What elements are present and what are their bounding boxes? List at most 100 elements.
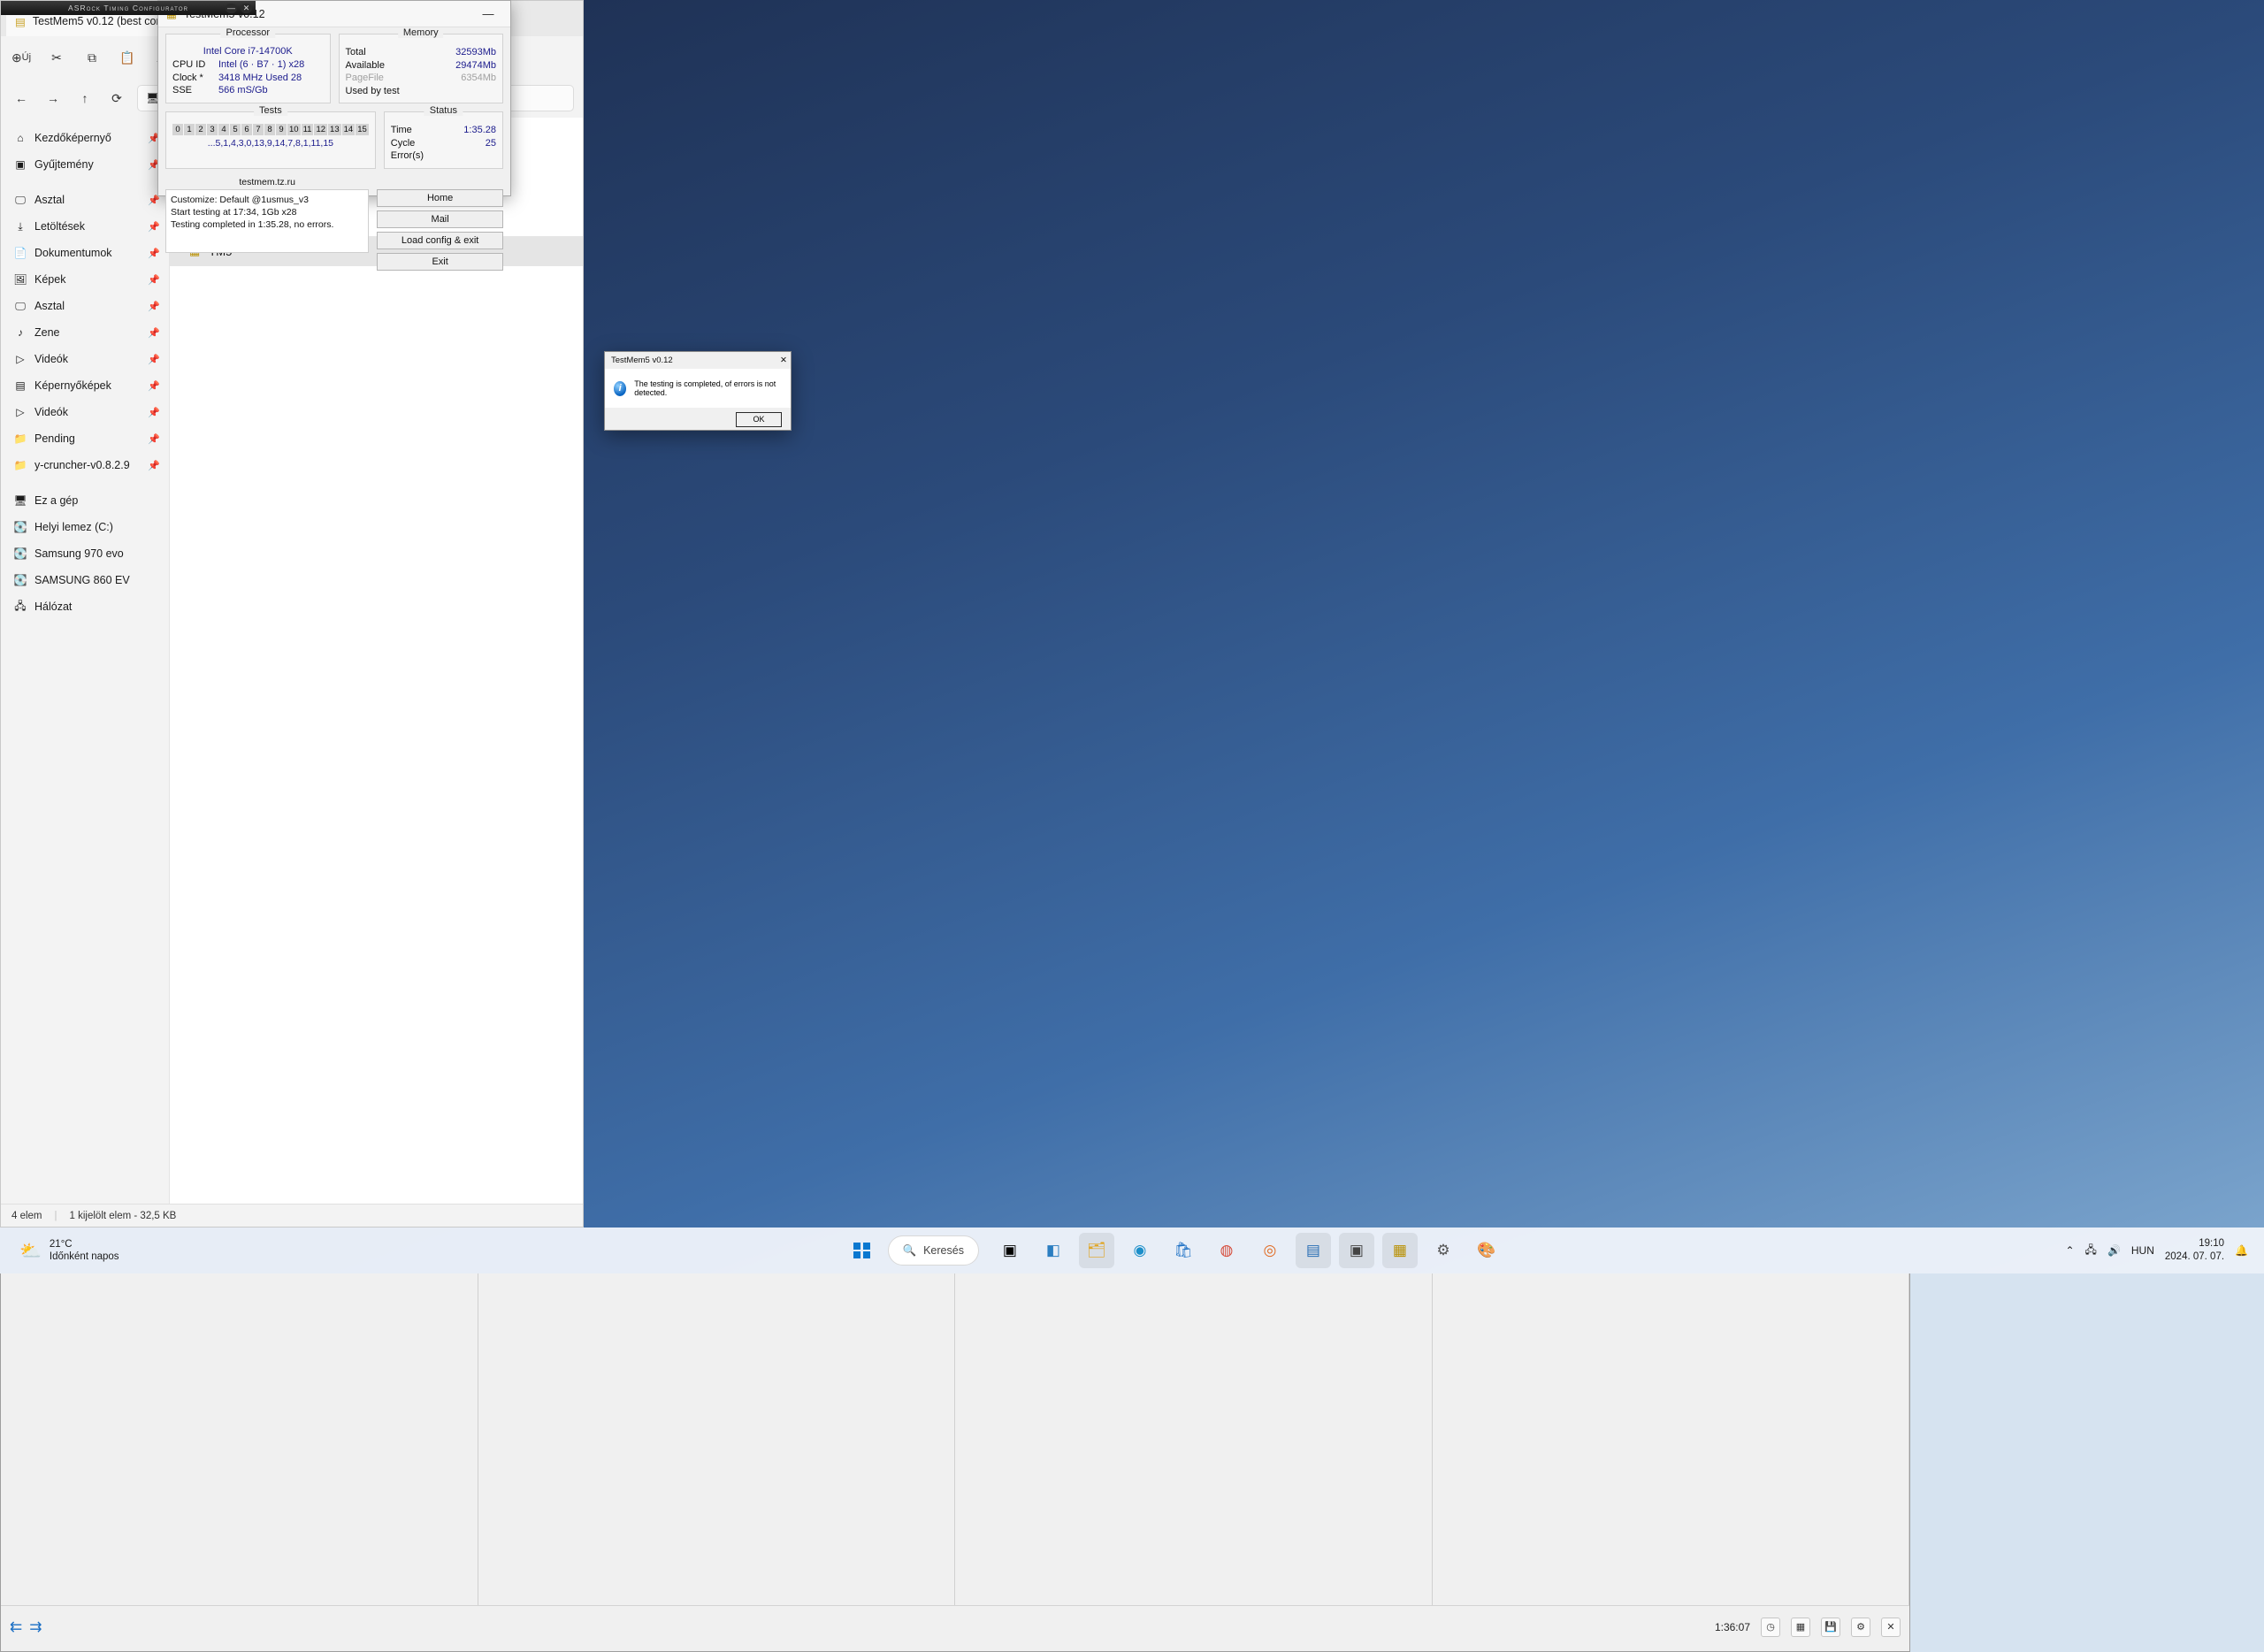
test-cell[interactable]: 7 [253,124,264,135]
test-cell[interactable]: 15 [356,124,369,135]
refresh-icon[interactable]: ⟳ [111,90,122,105]
pin-icon[interactable]: 📌 [148,133,160,144]
chrome-icon[interactable]: ◍ [1220,1242,1234,1258]
sidebar-item-ez-a-g-p[interactable]: 🖥 Ez a gép [1,487,169,514]
save-icon[interactable]: 💾 [1821,1617,1840,1637]
mail-button[interactable]: Mail [377,210,503,228]
weather-widget[interactable]: ⛅ 21°C Időnként napos [0,1238,283,1263]
widgets-icon[interactable]: ◧ [1045,1242,1060,1258]
test-cell[interactable]: 3 [207,124,218,135]
sidebar-item-dokumentumok[interactable]: 📄 Dokumentumok 📌 [1,240,169,266]
pin-icon[interactable]: 📌 [148,460,160,471]
test-cell[interactable]: 6 [241,124,252,135]
test-cell[interactable]: 12 [314,124,328,135]
testmem5-buttons[interactable]: Home Mail Load config & exit Exit [377,177,503,274]
snapshot-icon[interactable]: ▦ [1791,1617,1810,1637]
sidebar-item-gy-jtem-ny[interactable]: ▣ Gyűjtemény 📌 [1,151,169,178]
pin-icon[interactable]: 📌 [148,159,160,171]
sidebar-item-pending[interactable]: 📁 Pending 📌 [1,425,169,452]
sidebar-item-helyi-lemez-c-[interactable]: 💽 Helyi lemez (C:) [1,514,169,540]
forward-icon[interactable]: → [47,91,59,105]
sidebar-item-y-cruncher-v0-8-2-9[interactable]: 📁 y-cruncher-v0.8.2.9 📌 [1,452,169,478]
paste-icon[interactable]: 📋 [119,50,135,65]
pin-icon[interactable]: 📌 [148,354,160,365]
minimize-button[interactable]: — [482,7,494,20]
paint-icon[interactable]: 🎨 [1477,1242,1496,1258]
sidebar-item-asztal[interactable]: 🖵 Asztal 📌 [1,293,169,319]
windows-taskbar[interactable]: ⛅ 21°C Időnként napos 🔍 Keresés ▣ ◧ 🗂 ◉ … [0,1228,2264,1273]
test-cell[interactable]: 4 [218,124,229,135]
notifications-icon[interactable]: 🔔 [2235,1244,2248,1257]
start-button[interactable] [845,1233,880,1268]
up-icon[interactable]: ↑ [81,91,88,105]
nav-arrows[interactable]: ⇇ ⇉ [10,1618,42,1636]
edge-icon[interactable]: ◉ [1133,1242,1147,1258]
tray-expand-icon[interactable]: ⌃ [2065,1244,2075,1257]
pin-icon[interactable]: 📌 [148,433,160,445]
network-icon[interactable]: 🖧 [2084,1243,2097,1256]
ok-button[interactable]: OK [736,411,782,427]
dialog-titlebar[interactable]: TestMem5 v0.12 ✕ [605,352,791,369]
pin-icon[interactable]: 📌 [148,380,160,392]
test-cell[interactable]: 5 [230,124,241,135]
new-button[interactable]: ⊕ Új [11,50,32,65]
store-icon[interactable]: 🛍 [1174,1242,1193,1258]
back-icon[interactable]: ← [15,91,27,105]
pin-icon[interactable]: 📌 [148,195,160,206]
settings-icon[interactable]: ⚙ [1851,1617,1870,1637]
copy-icon[interactable]: ⧉ [88,50,96,65]
task-view-button[interactable]: ▣ [1002,1242,1017,1258]
sidebar-item-h-l-zat[interactable]: 🖧 Hálózat [1,593,169,620]
testmem5-completion-dialog[interactable]: TestMem5 v0.12 ✕ i The testing is comple… [604,351,792,431]
sidebar-item-samsung-970-evo[interactable]: 💽 Samsung 970 evo [1,540,169,567]
sidebar-item-samsung-860-ev[interactable]: 💽 SAMSUNG 860 EV [1,567,169,593]
file-explorer-icon[interactable]: 🗂 [1078,1233,1114,1268]
test-cell[interactable]: 0 [172,124,183,135]
sidebar-item-k-perny-k-pek[interactable]: ▤ Képernyőképek 📌 [1,372,169,399]
sidebar-item-let-lt-sek[interactable]: ⤓ Letöltések 📌 [1,213,169,240]
minimize-button[interactable]: — [226,3,237,13]
sidebar-item-k-pek[interactable]: 🖼 Képek 📌 [1,266,169,293]
explorer-file-list[interactable]: Név 📁bin📄crash📄Log▦TM5 [169,118,583,1204]
hwinfo-footer[interactable]: ⇇ ⇉ 1:36:07 ◷ ▦ 💾 ⚙ ✕ [1,1605,1909,1648]
language-indicator[interactable]: HUN [2130,1244,2154,1257]
close-button[interactable]: ✕ [241,3,252,13]
system-tray[interactable]: ⌃ 🖧 🔊 HUN 19:10 2024. 07. 07. 🔔 [2065,1237,2264,1264]
firefox-icon[interactable]: ◎ [1263,1242,1277,1258]
asrock-icon[interactable]: ▣ [1338,1233,1374,1268]
sidebar-item-zene[interactable]: ♪ Zene 📌 [1,319,169,346]
pin-icon[interactable]: 📌 [148,301,160,312]
volume-icon[interactable]: 🔊 [2107,1244,2121,1257]
sidebar-item-asztal[interactable]: 🖵 Asztal 📌 [1,187,169,213]
testmem5-window[interactable]: ▦ TestMem5 v0.12 — Processor Intel Core … [157,0,511,271]
sidebar-item-vide-k[interactable]: ▷ Videók 📌 [1,346,169,372]
hwinfo-icon[interactable]: ▤ [1295,1233,1331,1268]
test-cell[interactable]: 1 [184,124,195,135]
pin-icon[interactable]: 📌 [148,248,160,259]
pin-icon[interactable]: 📌 [148,221,160,233]
pin-icon[interactable]: 📌 [148,274,160,286]
exit-icon[interactable]: ✕ [1881,1617,1901,1637]
testmem5-icon[interactable]: ▦ [1381,1233,1418,1268]
sidebar-item-vide-k[interactable]: ▷ Videók 📌 [1,399,169,425]
test-cell[interactable]: 9 [276,124,287,135]
load-config-exit-button[interactable]: Load config & exit [377,231,503,249]
pin-icon[interactable]: 📌 [148,407,160,418]
test-cell[interactable]: 8 [264,124,275,135]
test-cell[interactable]: 10 [287,124,301,135]
test-cell[interactable]: 14 [341,124,356,135]
settings-icon[interactable]: ⚙ [1436,1242,1450,1258]
asrock-titlebar[interactable]: ASRock Timing Configurator — ✕ [1,1,256,15]
close-icon[interactable]: ✕ [780,356,787,365]
sidebar-item-kezd-k-perny-[interactable]: ⌂ Kezdőképernyő 📌 [1,125,169,151]
test-cell[interactable]: 11 [301,124,314,135]
taskbar-search[interactable]: 🔍 Keresés [887,1235,979,1266]
pin-icon[interactable]: 📌 [148,327,160,339]
explorer-navigation-pane[interactable]: ⌂ Kezdőképernyő 📌 ▣ Gyűjtemény 📌 🖵 Asztal 📌 ⤓ Letö… [1,118,169,1204]
home-button[interactable]: Home [377,188,503,207]
test-cell[interactable]: 13 [328,124,341,135]
clock-icon[interactable]: ◷ [1761,1617,1780,1637]
next-icon[interactable]: ⇉ [29,1618,42,1635]
taskbar-clock[interactable]: 19:10 2024. 07. 07. [2165,1237,2224,1264]
exit-button[interactable]: Exit [377,252,503,271]
